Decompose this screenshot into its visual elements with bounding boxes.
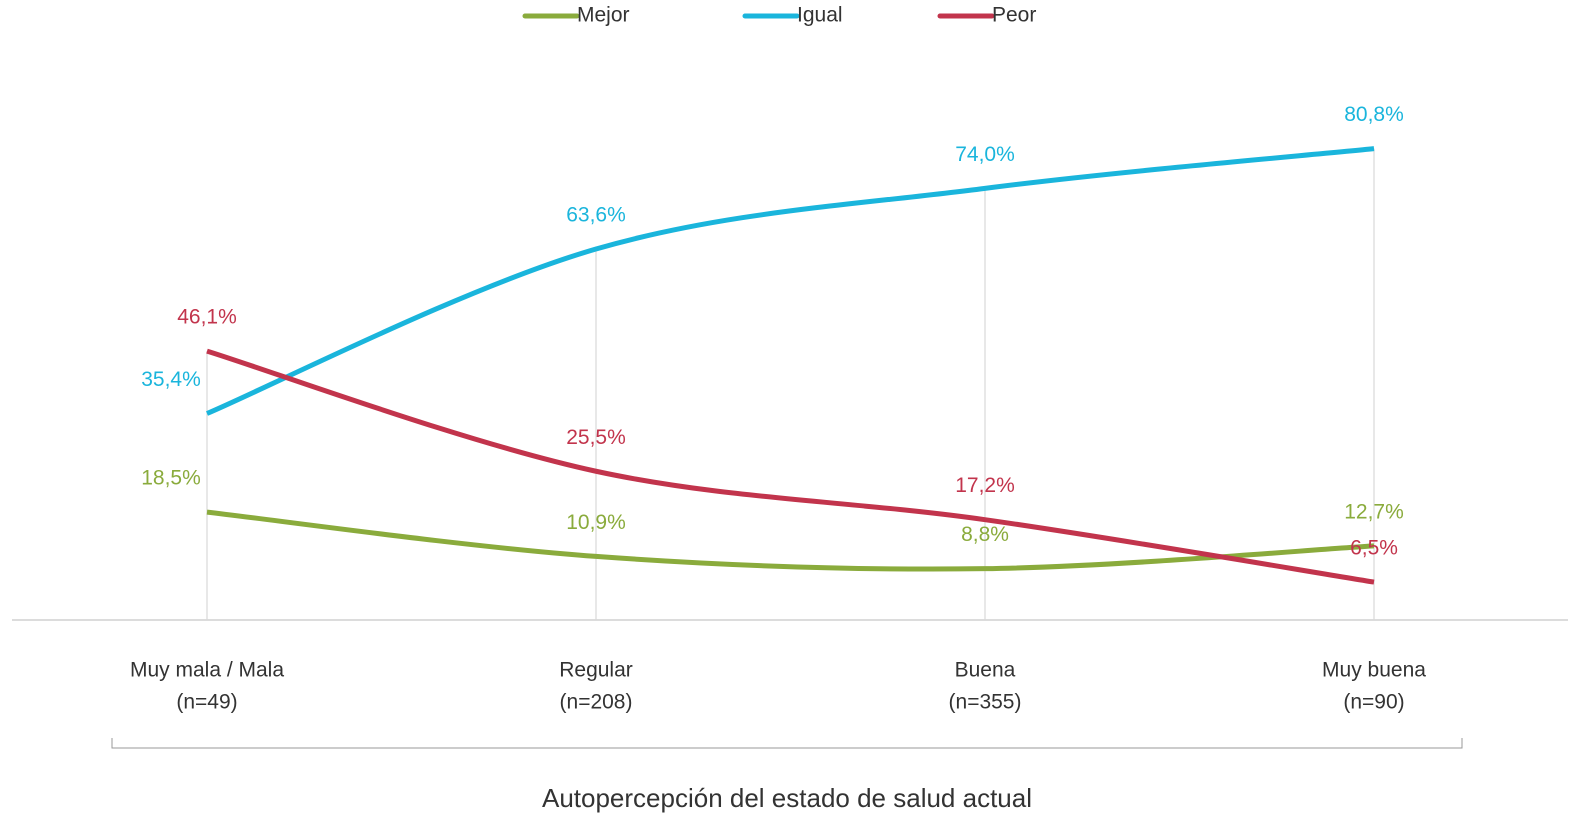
series-line	[206, 509, 1375, 572]
legend-label: Igual	[797, 4, 843, 27]
data-label: 12,7%	[1344, 500, 1404, 523]
data-label: 74,0%	[955, 143, 1015, 166]
x-tick-count: (n=90)	[1343, 691, 1404, 714]
bracket	[111, 738, 1463, 749]
legend-label: Mejor	[577, 4, 630, 27]
series-line	[206, 348, 1375, 585]
data-label: 46,1%	[177, 306, 237, 329]
x-tick-label: Muy mala / Mala	[130, 659, 284, 682]
data-label: 35,4%	[141, 368, 201, 391]
x-tick-count: (n=49)	[176, 691, 237, 714]
data-label: 63,6%	[566, 204, 626, 227]
data-label: 8,8%	[961, 523, 1009, 546]
data-label: 6,5%	[1350, 537, 1398, 560]
x-tick-count: (n=208)	[560, 691, 633, 714]
data-label: 25,5%	[566, 426, 626, 449]
x-tick-label: Buena	[955, 659, 1016, 682]
data-label: 18,5%	[141, 467, 201, 490]
data-label: 10,9%	[566, 511, 626, 534]
x-tick-label: Regular	[559, 659, 633, 682]
legend-label: Peor	[992, 4, 1036, 27]
x-tick-label: Muy buena	[1322, 659, 1426, 682]
x-axis-title: Autopercepción del estado de salud actua…	[542, 783, 1032, 813]
data-label: 80,8%	[1344, 103, 1404, 126]
data-label: 17,2%	[955, 474, 1015, 497]
series-line	[206, 146, 1375, 416]
x-tick-count: (n=355)	[949, 691, 1022, 714]
